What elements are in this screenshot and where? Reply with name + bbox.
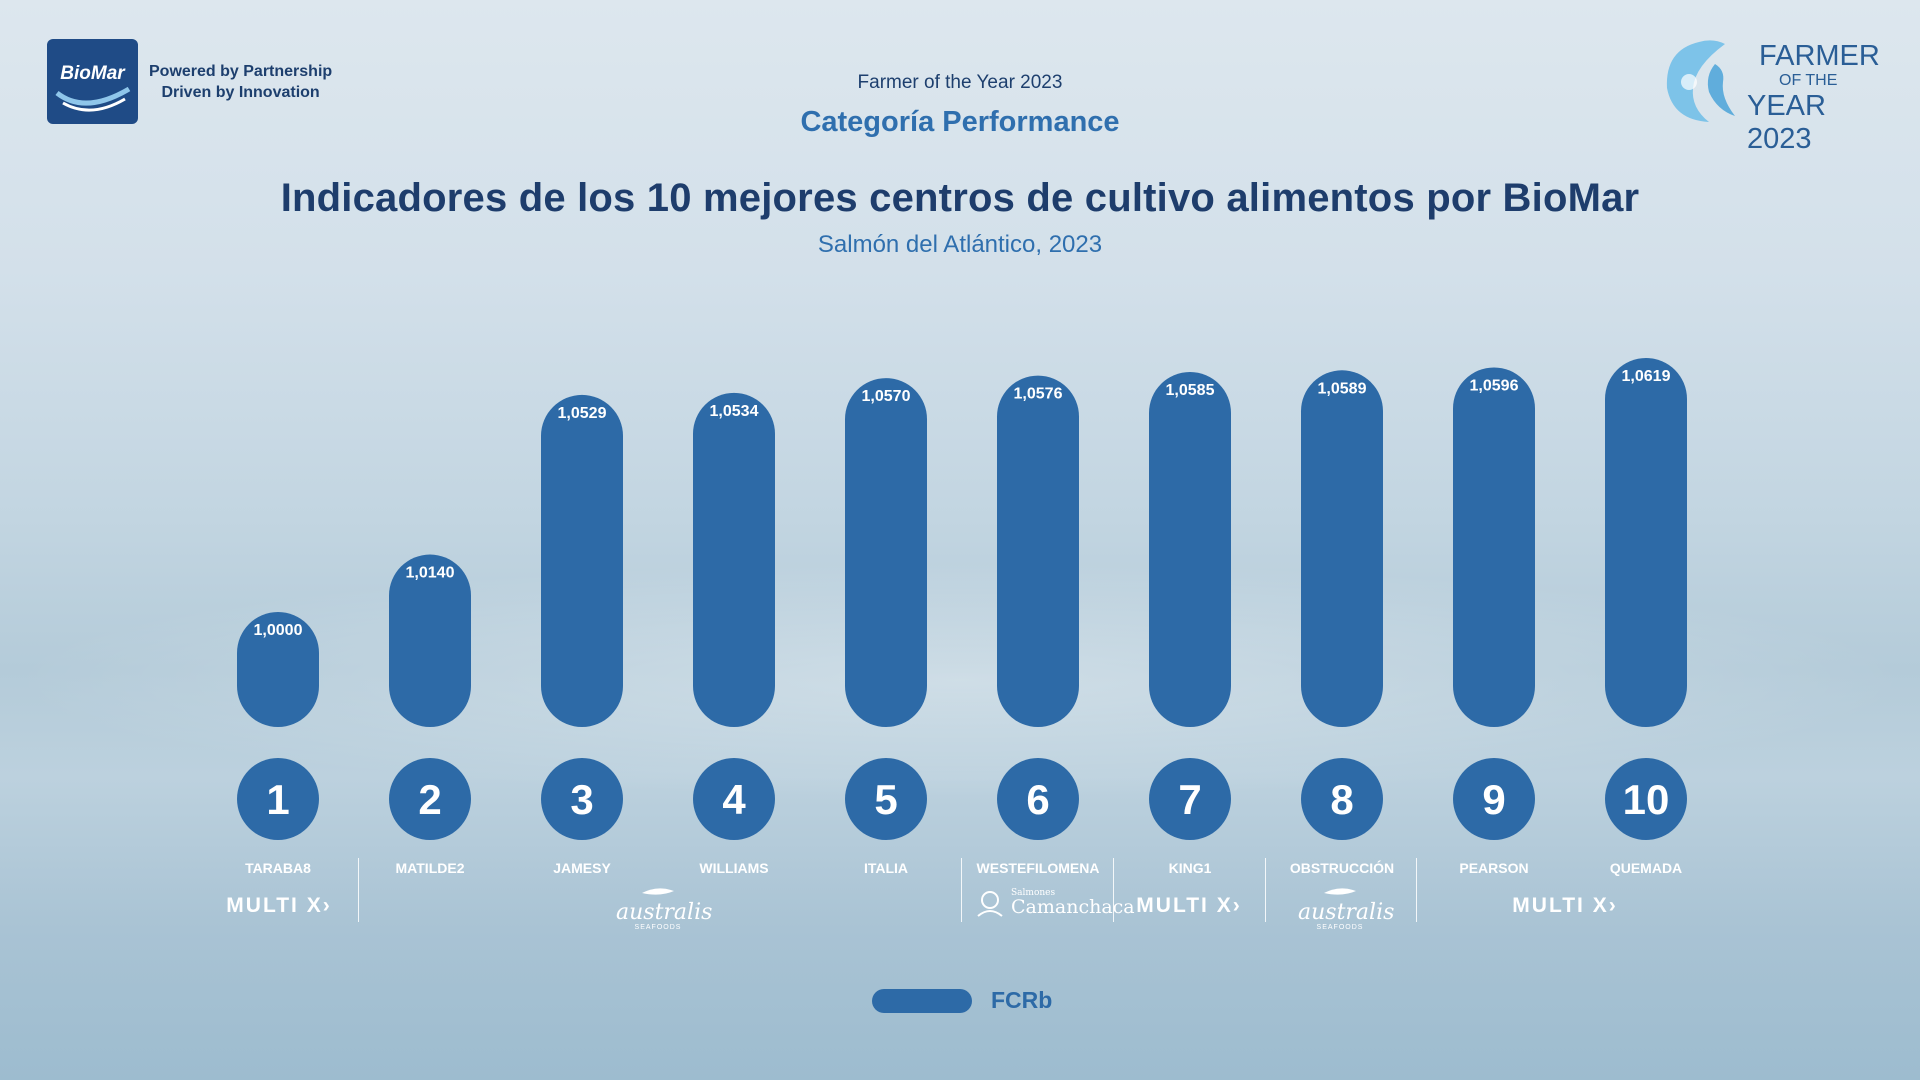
rank-number: 3 [570,776,593,823]
multix-logo: MULTI X› [224,894,334,918]
award-line1: FARMER [1759,40,1880,72]
legend-label: FCRb [991,987,1053,1013]
australis-logo: australis SEAFOODS [616,884,713,932]
bar-value-label: 1,0534 [710,403,759,420]
bar [389,554,471,727]
camanchaca-logo: Salmones Camanchaca [973,888,1135,918]
chart-legend: FCRb [872,987,1052,1014]
chart-title: Indicadores de los 10 mejores centros de… [280,176,1640,220]
divider [1113,858,1114,922]
chevron-right-icon: › [1608,894,1618,917]
tagline: Powered by Partnership Driven by Innovat… [149,61,332,103]
rank-number: 7 [1178,776,1201,823]
rank-number: 4 [722,776,746,823]
bar-value-label: 1,0585 [1166,382,1215,399]
category-label: KING1 [1169,860,1212,876]
bar [1301,370,1383,727]
bar [845,378,927,727]
divider [1416,858,1417,922]
tagline-line2: Driven by Innovation [161,83,320,101]
rank-circle [845,758,927,840]
category-label: JAMESY [553,860,611,876]
award-line2: OF THE [1779,72,1838,89]
rank-number: 1 [266,776,289,823]
bar-value-label: 1,0619 [1622,368,1671,385]
multix-label: MULTI X [1136,894,1233,917]
rank-circle [1453,758,1535,840]
bar [693,392,775,727]
biomar-logo-text: BioMar [60,63,125,84]
bar [1605,358,1687,727]
category-label: QUEMADA [1610,860,1682,876]
biomar-logo: BioMar [47,39,138,124]
category-title: Categoría Performance [800,106,1120,138]
rank-number: 8 [1330,776,1353,823]
chart-subtitle: Salmón del Atlántico, 2023 [817,231,1103,258]
rank-circle [1605,758,1687,840]
australis-name: australis [616,900,713,925]
multix-logo: MULTI X› [1134,894,1244,918]
category-label: WESTEFILOMENA [977,860,1100,876]
category-label: MATILDE2 [396,860,465,876]
camanchaca-sub: Salmones [1011,888,1056,898]
bar-value-label: 1,0529 [558,405,607,422]
rank-circle [237,758,319,840]
bar [1453,367,1535,727]
australis-name: australis [1298,900,1395,925]
brand-block: BioMar Powered by Partnership Driven by … [47,39,332,124]
bar-value-label: 1,0576 [1014,386,1063,403]
background-mist [0,560,1920,800]
category-label: ITALIA [864,860,908,876]
divider [358,858,359,922]
bar [237,612,319,727]
bar-value-label: 1,0596 [1470,377,1519,394]
category-label: OBSTRUCCIÓN [1290,859,1394,876]
rank-number: 2 [418,776,441,823]
multix-logo: MULTI X› [1510,894,1620,918]
fish-icon [1324,888,1356,895]
rank-number: 9 [1482,776,1505,823]
rank-circle [1301,758,1383,840]
australis-logo: australis SEAFOODS [1298,884,1395,932]
sailor-icon [977,891,1003,917]
bar-value-label: 1,0570 [862,388,911,405]
fish-icon [1666,40,1735,122]
divider [1265,858,1266,922]
wave-icon [55,86,131,112]
bar-value-label: 1,0140 [406,565,455,582]
legend-swatch [872,988,972,1013]
rank-circle [997,758,1079,840]
bar [541,394,623,727]
multix-label: MULTI X [226,894,323,917]
bar [997,375,1079,727]
fish-icon [642,888,674,895]
bar-value-label: 1,0000 [254,622,303,639]
rank-circle [541,758,623,840]
award-logo: FARMER OF THE YEAR 2023 [1655,36,1895,155]
rank-circle [1149,758,1231,840]
category-label: PEARSON [1459,860,1528,876]
event-title: Farmer of the Year 2023 [857,72,1063,93]
australis-sub: SEAFOODS [634,924,682,931]
multix-label: MULTI X [1512,894,1609,917]
chevron-right-icon: › [1232,894,1242,917]
bar-value-label: 1,0589 [1318,380,1367,397]
rank-circle [389,758,471,840]
tagline-line1: Powered by Partnership [149,62,333,80]
chevron-right-icon: › [322,894,332,917]
category-label: WILLIAMS [699,860,768,876]
category-label: TARABA8 [245,860,311,876]
rank-number: 6 [1026,776,1049,823]
award-line3: YEAR 2023 [1747,90,1826,155]
australis-sub: SEAFOODS [1316,924,1364,931]
camanchaca-name: Camanchaca [1011,896,1135,918]
bar [1149,371,1231,727]
rank-number: 10 [1623,776,1670,823]
rank-number: 5 [874,776,897,823]
divider [961,858,962,922]
rank-circle [693,758,775,840]
